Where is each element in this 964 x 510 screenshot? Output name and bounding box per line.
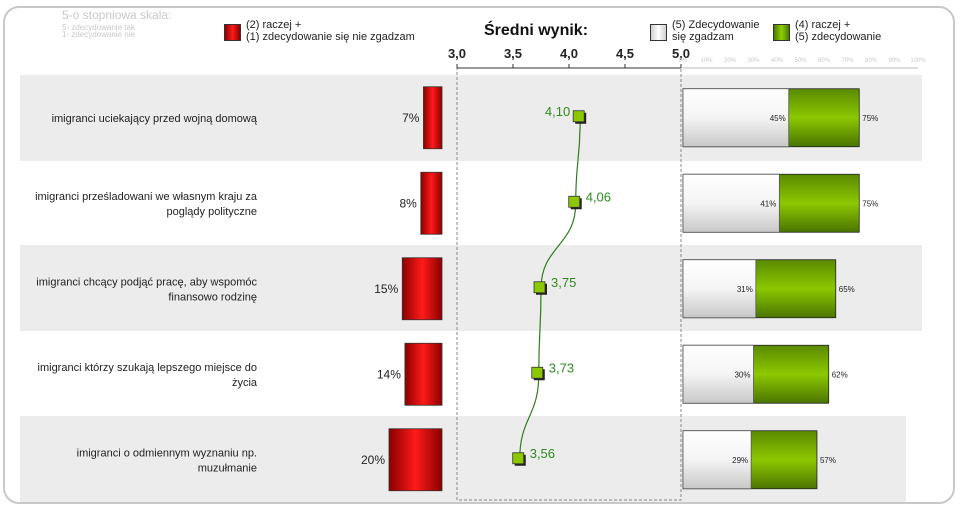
agree-total-label: 75% <box>862 199 878 208</box>
strongly-agree-bar <box>682 344 754 404</box>
negative-bar <box>388 428 443 492</box>
mean-value-label: 3,73 <box>549 360 574 375</box>
legend-negative-line-1: (2) raczej + <box>246 19 302 31</box>
strongly-agree-label: 29% <box>732 456 748 465</box>
negative-bar <box>404 342 443 406</box>
strongly-agree-label: 41% <box>760 199 776 208</box>
category-label: imigranci którzy szukają lepszego miejsc… <box>38 362 257 374</box>
mean-value-label: 4,10 <box>545 104 570 119</box>
pct-axis-tick-label: 10% <box>700 58 713 64</box>
mean-value-label: 4,06 <box>586 189 611 204</box>
pct-axis-tick-label: 60% <box>818 58 831 64</box>
mean-value-label: 3,56 <box>530 446 555 461</box>
negative-value-label: 15% <box>374 282 398 296</box>
legend-negative-swatch <box>224 24 241 41</box>
negative-value-label: 8% <box>399 196 417 210</box>
strongly-agree-bar <box>682 259 757 319</box>
legend-mid-line-2: się zgadzam <box>672 31 734 43</box>
category-label: imigranci uciekający przed wojną domową <box>52 113 258 125</box>
chart-frame <box>3 6 955 504</box>
pct-axis-tick-label: 30% <box>747 58 760 64</box>
pct-axis-tick-label: 40% <box>771 58 784 64</box>
mean-point <box>531 366 544 379</box>
mean-title: Średni wynik: <box>484 22 589 39</box>
strongly-agree-bar <box>682 88 790 148</box>
legend-mid-line-1: (5) Zdecydowanie <box>672 19 760 31</box>
negative-bar <box>420 171 443 235</box>
category-label: finansowo rodzinę <box>168 291 257 303</box>
pct-axis-tick-label: 0% <box>679 58 688 64</box>
mean-axis-tick-label: 5,0 <box>672 46 690 61</box>
mean-point <box>533 281 546 294</box>
strongly-agree-bar <box>682 430 752 490</box>
mean-point <box>568 195 581 208</box>
agree-total-label: 75% <box>862 114 878 123</box>
mean-axis-tick-label: 4,5 <box>616 46 634 61</box>
agree-total-label: 57% <box>820 456 836 465</box>
strongly-agree-label: 30% <box>734 370 750 379</box>
strongly-agree-label: 31% <box>737 285 753 294</box>
strongly-agree-label: 45% <box>770 114 786 123</box>
legend-positive-line-1: (4) raczej + <box>795 19 851 31</box>
pct-axis-tick-label: 80% <box>865 58 878 64</box>
legend-positive-swatch <box>773 24 790 41</box>
pct-axis-tick-label: 90% <box>888 58 901 64</box>
pct-axis-tick-label: 20% <box>724 58 737 64</box>
agree-total-label: 62% <box>832 370 848 379</box>
scale-note-2: 1- zdecydowanie nie <box>62 30 135 39</box>
negative-value-label: 7% <box>402 111 420 125</box>
mean-value-label: 3,75 <box>551 275 576 290</box>
category-label: muzułmanie <box>198 462 257 474</box>
category-label: poglądy polityczne <box>166 206 257 218</box>
pct-axis-tick-label: 70% <box>841 58 854 64</box>
pct-axis-tick-label: 50% <box>794 58 807 64</box>
legend-positive-line-2: (5) zdecydowanie <box>795 31 882 43</box>
category-label: imigranci o odmiennym wyznaniu np. <box>77 447 257 459</box>
mean-axis-tick-label: 4,0 <box>560 46 578 61</box>
negative-bar <box>423 86 443 150</box>
negative-value-label: 20% <box>361 453 385 467</box>
strongly-agree-bar <box>682 173 780 233</box>
mean-point <box>572 110 585 123</box>
category-label: imigranci prześladowani we własnym kraju… <box>35 191 258 203</box>
mean-axis-tick-label: 3,5 <box>504 46 522 61</box>
legend-negative-line-2: (1) zdecydowanie się nie zgadzam <box>246 31 415 43</box>
category-label: życia <box>232 377 258 389</box>
mean-point <box>512 452 525 465</box>
legend-mid-swatch <box>650 24 667 41</box>
agree-total-label: 65% <box>839 285 855 294</box>
negative-bar <box>401 257 443 321</box>
scale-title: 5-o stopniowa skala: <box>62 8 172 22</box>
mean-axis-tick-label: 3,0 <box>448 46 466 61</box>
scale-note-1: 5- zdecydowanie tak <box>62 23 135 32</box>
pct-axis-tick-label: 100% <box>910 58 926 64</box>
category-label: imigranci chcący podjąć pracę, aby wspom… <box>36 276 257 288</box>
negative-value-label: 14% <box>377 367 401 381</box>
